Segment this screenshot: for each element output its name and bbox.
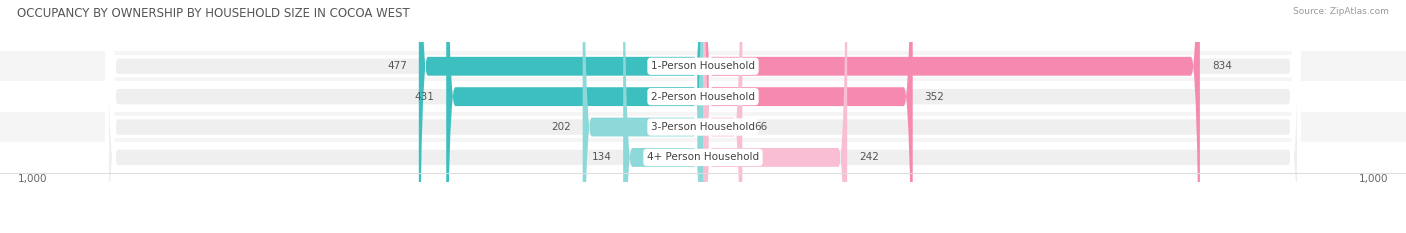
Bar	[0, 82, 1406, 112]
Text: 431: 431	[415, 92, 434, 102]
Text: 202: 202	[551, 122, 571, 132]
Text: 4+ Person Household: 4+ Person Household	[647, 152, 759, 162]
Text: 66: 66	[754, 122, 768, 132]
Text: 134: 134	[592, 152, 612, 162]
FancyBboxPatch shape	[107, 0, 1299, 233]
Text: 352: 352	[925, 92, 945, 102]
Bar	[0, 112, 1406, 142]
Text: OCCUPANCY BY OWNERSHIP BY HOUSEHOLD SIZE IN COCOA WEST: OCCUPANCY BY OWNERSHIP BY HOUSEHOLD SIZE…	[17, 7, 409, 20]
FancyBboxPatch shape	[107, 0, 1299, 233]
Text: 242: 242	[859, 152, 879, 162]
FancyBboxPatch shape	[419, 0, 703, 233]
FancyBboxPatch shape	[107, 0, 1299, 233]
FancyBboxPatch shape	[703, 0, 848, 233]
Text: 2-Person Household: 2-Person Household	[651, 92, 755, 102]
Bar	[0, 51, 1406, 82]
FancyBboxPatch shape	[703, 0, 742, 233]
Text: 1-Person Household: 1-Person Household	[651, 61, 755, 71]
Text: 1,000: 1,000	[18, 174, 48, 184]
FancyBboxPatch shape	[107, 0, 1299, 233]
FancyBboxPatch shape	[582, 0, 703, 233]
Bar	[0, 142, 1406, 173]
FancyBboxPatch shape	[703, 0, 912, 233]
Legend: Owner-occupied, Renter-occupied: Owner-occupied, Renter-occupied	[595, 231, 811, 233]
Text: 834: 834	[1212, 61, 1232, 71]
Text: 1,000: 1,000	[1358, 174, 1388, 184]
FancyBboxPatch shape	[703, 0, 1199, 233]
Text: 477: 477	[387, 61, 406, 71]
Text: 3-Person Household: 3-Person Household	[651, 122, 755, 132]
FancyBboxPatch shape	[623, 0, 703, 233]
FancyBboxPatch shape	[446, 0, 703, 233]
Text: Source: ZipAtlas.com: Source: ZipAtlas.com	[1294, 7, 1389, 16]
